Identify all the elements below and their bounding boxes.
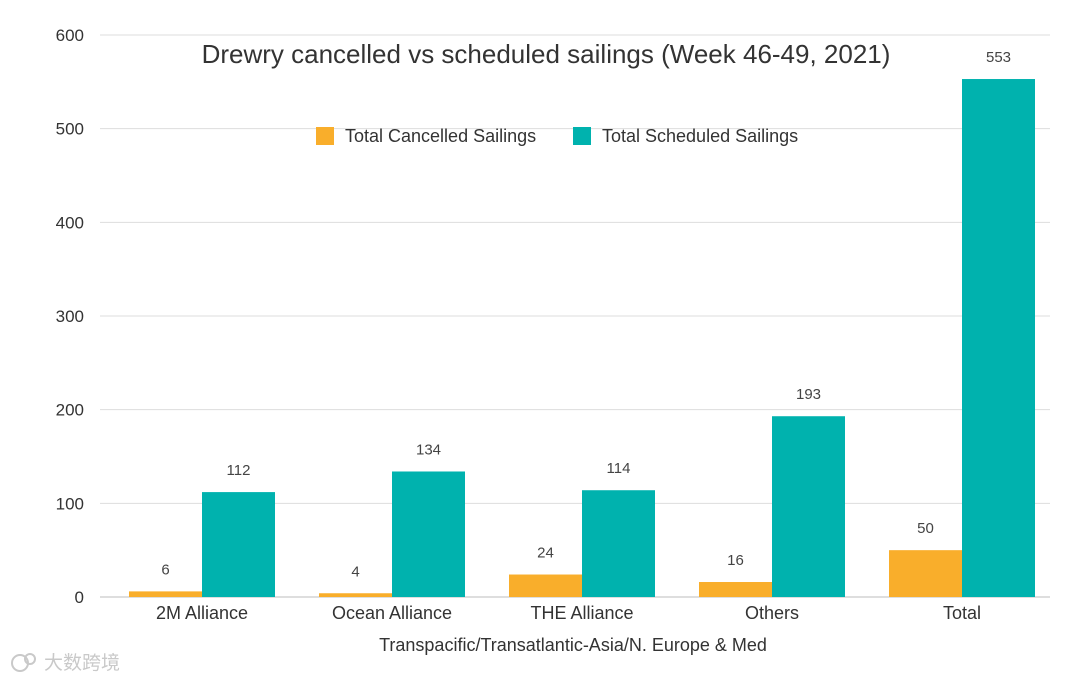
x-tick-label: 2M Alliance xyxy=(156,603,248,623)
data-label: 193 xyxy=(796,386,821,403)
bar-scheduled xyxy=(772,416,845,597)
data-label: 112 xyxy=(227,462,251,479)
y-tick-label: 0 xyxy=(75,588,84,607)
data-label: 50 xyxy=(917,520,934,537)
x-tick-label: THE Alliance xyxy=(530,603,633,623)
data-label: 24 xyxy=(537,545,554,562)
bar-cancelled xyxy=(129,591,202,597)
legend-label: Total Scheduled Sailings xyxy=(602,126,798,146)
bar-scheduled xyxy=(582,490,655,597)
bar-scheduled xyxy=(962,79,1035,598)
bar-cancelled xyxy=(509,574,582,597)
data-label: 16 xyxy=(727,552,744,569)
data-label: 553 xyxy=(986,49,1011,66)
x-axis-title: Transpacific/Transatlantic-Asia/N. Europ… xyxy=(379,635,767,655)
legend-swatch xyxy=(573,127,591,145)
watermark: 大数跨境 xyxy=(10,648,120,675)
y-axis-ticks: 0 100 200 300 400 500 600 xyxy=(56,26,84,607)
chart-title: Drewry cancelled vs scheduled sailings (… xyxy=(202,39,891,69)
y-tick-label: 400 xyxy=(56,213,84,232)
legend: Total Cancelled Sailings Total Scheduled … xyxy=(316,126,798,146)
data-labels: 6 112 4 134 24 114 16 193 50 553 xyxy=(161,49,1011,580)
y-tick-label: 300 xyxy=(56,307,84,326)
y-tick-label: 500 xyxy=(56,120,84,139)
bar-cancelled xyxy=(319,593,392,597)
bars xyxy=(129,79,1035,598)
y-tick-label: 100 xyxy=(56,494,84,513)
data-label: 4 xyxy=(351,563,359,580)
legend-swatch xyxy=(316,127,334,145)
bar-cancelled xyxy=(699,582,772,597)
bar-scheduled xyxy=(392,471,465,597)
bar-cancelled xyxy=(889,550,962,597)
bar-scheduled xyxy=(202,492,275,597)
data-label: 134 xyxy=(416,441,441,458)
watermark-text: 大数跨境 xyxy=(44,652,121,674)
legend-label: Total Cancelled Sailings xyxy=(345,126,536,146)
y-tick-label: 600 xyxy=(56,26,84,45)
x-tick-label: Others xyxy=(745,603,799,623)
x-axis-ticks: 2M Alliance Ocean Alliance THE Alliance Oth… xyxy=(156,603,981,623)
y-tick-label: 200 xyxy=(56,401,84,420)
data-label: 6 xyxy=(161,561,169,578)
watermark-logo-icon xyxy=(11,652,36,672)
x-tick-label: Ocean Alliance xyxy=(332,603,452,623)
x-tick-label: Total xyxy=(943,603,981,623)
data-label: 114 xyxy=(607,460,631,477)
